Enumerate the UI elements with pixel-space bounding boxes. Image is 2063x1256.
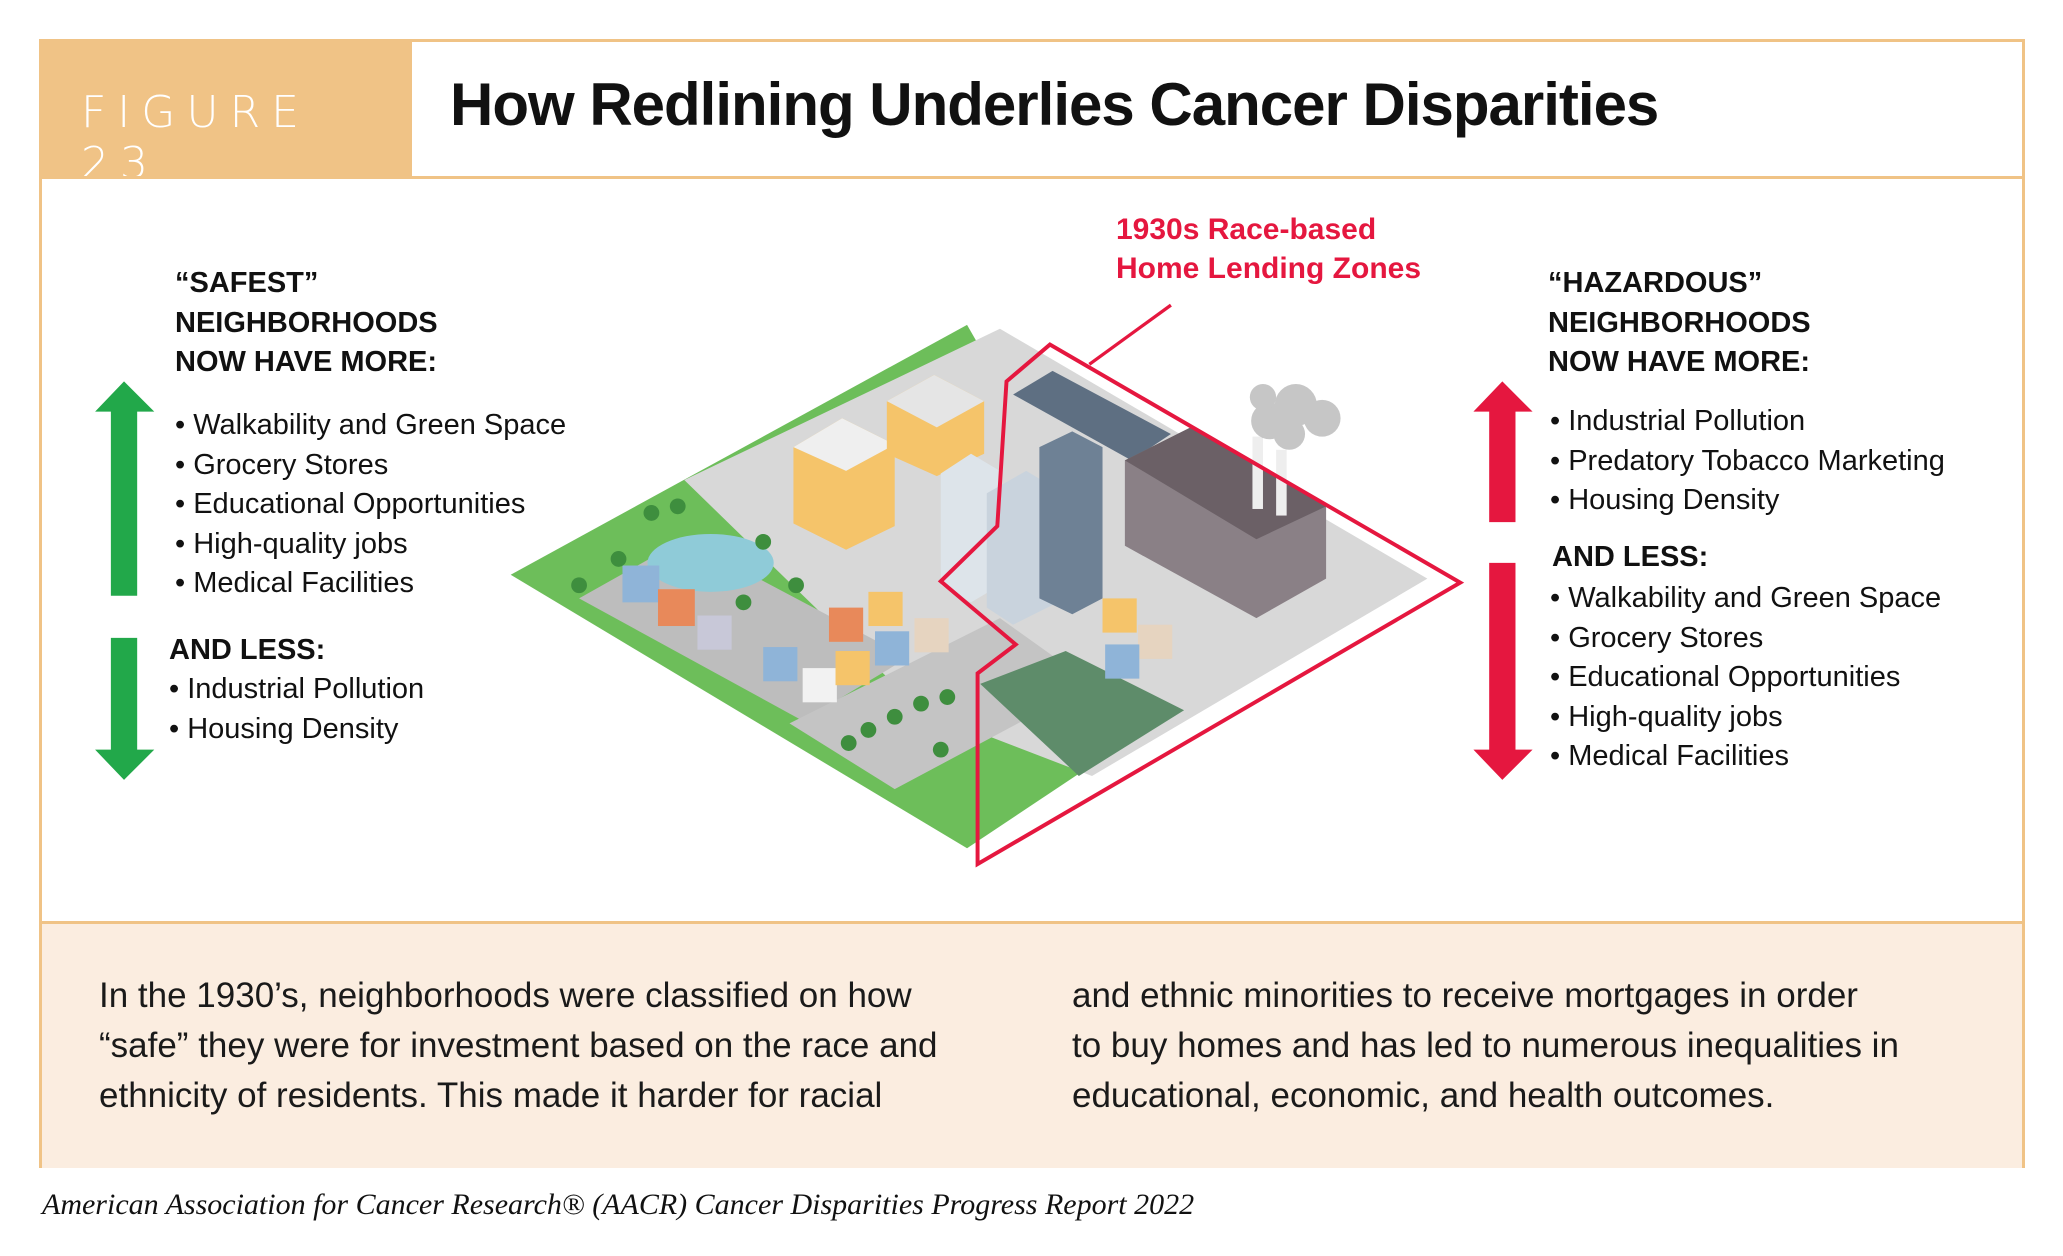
zone-label: 1930s Race-based Home Lending Zones	[1116, 210, 1421, 288]
heading-line: “HAZARDOUS”	[1548, 267, 1763, 299]
list-item: • Medical Facilities	[1550, 740, 1790, 772]
smokestack	[1252, 436, 1263, 509]
list-item: • High-quality jobs	[175, 527, 408, 560]
hazardous-less-list: • Walkability and Green Space • Grocery …	[1550, 579, 1941, 777]
text-line: educational, economic, and health outcom…	[1072, 1076, 1775, 1115]
green-up-arrow-icon	[95, 381, 155, 596]
tower	[1039, 431, 1103, 615]
safest-more-list: • Walkability and Green Space • Grocery …	[175, 406, 566, 604]
zone-leader-line	[1088, 303, 1172, 366]
heading-line: “SAFEST”	[175, 267, 319, 299]
list-item: • Industrial Pollution	[1550, 405, 1806, 437]
figure-label: FIGURE 23	[81, 87, 310, 189]
list-item: • Predatory Tobacco Marketing	[1550, 444, 1945, 477]
heading-line: NEIGHBORHOODS	[1548, 306, 1811, 339]
houses	[622, 565, 1173, 703]
description-col2: and ethnic minorities to receive mortgag…	[1072, 971, 1899, 1121]
description-col1: In the 1930’s, neighborhoods were classi…	[99, 971, 938, 1121]
list-item: • Grocery Stores	[175, 448, 389, 481]
list-item: • Grocery Stores	[1550, 621, 1764, 654]
text-line: “safe” they were for investment based on…	[99, 1026, 938, 1065]
heading-line: NEIGHBORHOODS	[175, 306, 438, 339]
safest-heading: “SAFEST” NEIGHBORHOODS NOW HAVE MORE:	[175, 264, 438, 383]
figure-tag: FIGURE 23	[39, 39, 412, 189]
hazardous-heading: “HAZARDOUS” NEIGHBORHOODS NOW HAVE MORE:	[1548, 264, 1811, 383]
trees	[571, 498, 956, 758]
list-item: • Educational Opportunities	[175, 488, 526, 520]
redline-zone-outline	[937, 342, 1465, 868]
zone-label-line: 1930s Race-based	[1116, 213, 1377, 246]
text-line: to buy homes and has led to numerous ine…	[1072, 1026, 1899, 1065]
source-caption: American Association for Cancer Research…	[42, 1188, 1195, 1221]
list-item: • Educational Opportunities	[1550, 661, 1901, 693]
list-item: • Housing Density	[1550, 484, 1780, 516]
safest-less-heading: AND LESS:	[169, 634, 326, 666]
park	[980, 651, 1185, 776]
arena-roof	[1013, 370, 1171, 461]
pond	[647, 533, 774, 592]
heading-line: NOW HAVE MORE:	[1548, 346, 1811, 378]
smokestack	[1276, 449, 1287, 516]
hazardous-less-heading: AND LESS:	[1552, 541, 1709, 573]
header-divider	[39, 176, 2025, 179]
green-down-arrow-icon	[95, 637, 155, 780]
red-down-arrow-icon	[1473, 562, 1533, 780]
list-item: • High-quality jobs	[1550, 700, 1783, 733]
zone-label-line: Home Lending Zones	[1116, 252, 1422, 285]
description-panel	[42, 921, 2022, 1168]
heading-line: NOW HAVE MORE:	[175, 346, 438, 378]
safest-less-list: • Industrial Pollution • Housing Density	[169, 670, 424, 749]
hazardous-more-list: • Industrial Pollution • Predatory Tobac…	[1550, 402, 1945, 521]
page-title: How Redlining Underlies Cancer Dispariti…	[450, 71, 1659, 138]
list-item: • Walkability and Green Space	[175, 409, 567, 441]
red-up-arrow-icon	[1473, 381, 1533, 523]
text-line: and ethnic minorities to receive mortgag…	[1072, 976, 1858, 1015]
text-line: In the 1930’s, neighborhoods were classi…	[99, 976, 912, 1015]
list-item: • Walkability and Green Space	[1550, 582, 1942, 614]
text-line: ethnicity of residents. This made it har…	[99, 1076, 883, 1115]
list-item: • Housing Density	[169, 712, 399, 745]
road	[789, 618, 1092, 790]
list-item: • Industrial Pollution	[169, 673, 425, 705]
list-item: • Medical Facilities	[175, 567, 415, 599]
tower	[986, 470, 1053, 625]
smoke	[1249, 384, 1341, 450]
